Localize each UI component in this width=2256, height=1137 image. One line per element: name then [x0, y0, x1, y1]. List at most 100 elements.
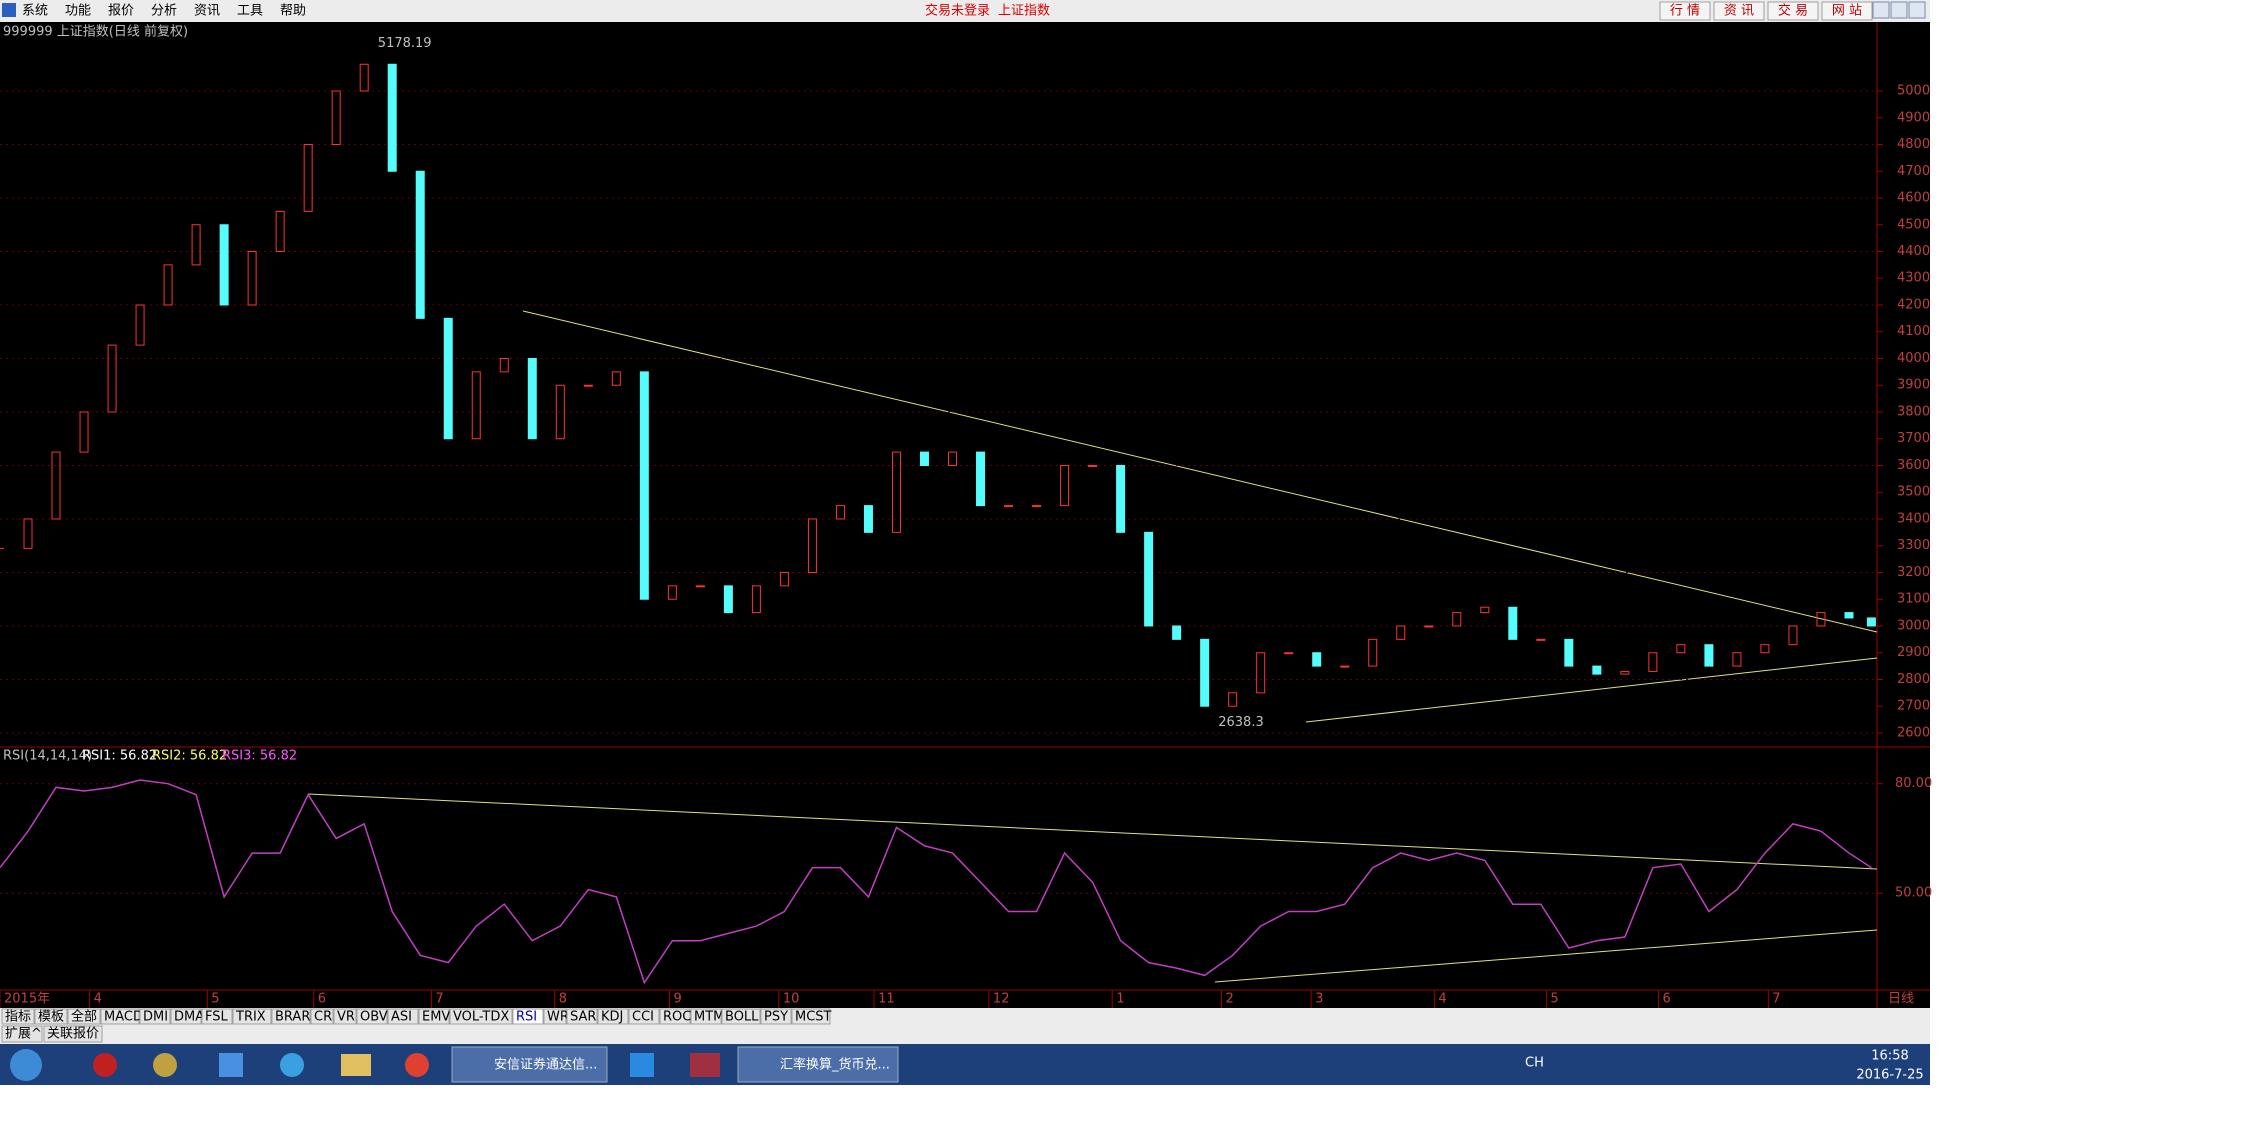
indicator-tab[interactable] [387, 1008, 419, 1025]
indicator-tab-label[interactable]: SAR [570, 1010, 596, 1025]
candle [835, 505, 845, 520]
close-button[interactable] [1908, 1, 1926, 19]
bottom-tab[interactable] [1, 1025, 43, 1043]
chart-title: 999999 上证指数(日线 前复权) [3, 24, 188, 40]
indicator-tab-label[interactable]: FSL [205, 1010, 229, 1025]
indicator-tab[interactable] [628, 1008, 660, 1025]
y-tick-label: 3400 [1897, 511, 1930, 526]
x-tick-label: 11 [878, 992, 895, 1007]
indicator-tab[interactable] [232, 1008, 272, 1025]
candle [1060, 464, 1070, 507]
indicator-tab[interactable] [449, 1008, 513, 1025]
indicator-tab[interactable] [721, 1008, 761, 1025]
indicator-tab-label[interactable]: DMI [143, 1010, 168, 1025]
indicator-tab-label[interactable]: OBV [360, 1010, 388, 1025]
indicator-tab-label[interactable]: MTM [694, 1010, 724, 1025]
candle [779, 571, 789, 587]
indicator-tab-label[interactable]: BOLL [725, 1010, 759, 1025]
maximize-button[interactable] [1890, 1, 1908, 19]
taskbar-icon[interactable] [153, 1053, 177, 1077]
bottom-tab-label[interactable]: 关联报价 [47, 1027, 99, 1042]
menu-item[interactable]: 功能 [65, 4, 91, 19]
indicator-tab-label[interactable]: EMV [422, 1010, 450, 1025]
taskbar-icon[interactable] [93, 1053, 117, 1077]
indicator-tab-label[interactable]: CR [314, 1010, 332, 1025]
indicator-tab[interactable] [566, 1008, 598, 1025]
indicator-tab[interactable] [271, 1008, 311, 1025]
indicator-tab[interactable] [201, 1008, 233, 1025]
indicator-title: RSI(14,14,14) [3, 749, 92, 764]
menu-item[interactable]: 分析 [151, 4, 177, 19]
taskbar-icon[interactable] [280, 1053, 304, 1077]
candle [1144, 531, 1154, 627]
indicator-tab[interactable] [760, 1008, 792, 1025]
taskbar-icon[interactable] [630, 1053, 654, 1077]
price-annotation: 5178.19 [378, 36, 432, 51]
minimize-button[interactable] [1872, 1, 1890, 19]
candle [948, 451, 958, 466]
menu-item[interactable]: 资讯 [194, 4, 220, 19]
bottom-tab-label[interactable]: 扩展^ [5, 1027, 42, 1042]
indicator-tab[interactable] [67, 1008, 101, 1025]
indicator-tab-label[interactable]: VR [337, 1010, 355, 1025]
toolbar-button-label[interactable]: 资 讯 [1724, 4, 1754, 19]
candle [499, 357, 509, 373]
taskbar-window[interactable] [451, 1046, 608, 1083]
indicator-tab-label[interactable]: MCST [795, 1010, 832, 1025]
indicator-tab[interactable] [512, 1008, 544, 1025]
menu-item[interactable]: 报价 [108, 4, 134, 19]
toolbar-button[interactable] [1659, 1, 1711, 21]
indicator-tab-label[interactable]: 模板 [38, 1010, 64, 1025]
indicator-tab-label[interactable]: RSI [516, 1010, 537, 1025]
indicator-tab[interactable] [690, 1008, 722, 1025]
indicator-tab[interactable] [356, 1008, 388, 1025]
candle [1256, 652, 1266, 694]
toolbar-button-label[interactable]: 行 情 [1670, 4, 1700, 19]
indicator-tab-label[interactable]: 指标 [5, 1010, 31, 1025]
taskbar-icon[interactable] [690, 1053, 720, 1077]
indicator-tab-label[interactable]: MACD [104, 1010, 143, 1025]
taskbar-window-label[interactable]: 安信证券通达信... [494, 1057, 597, 1073]
taskbar-icon[interactable] [405, 1053, 429, 1077]
start-button[interactable] [10, 1049, 42, 1081]
indicator-tab-label[interactable]: VOL-TDX [453, 1010, 509, 1025]
indicator-tab[interactable] [791, 1008, 831, 1025]
indicator-tab-label[interactable]: ROC [663, 1010, 691, 1025]
taskbar-icon[interactable] [219, 1053, 243, 1077]
indicator-tab[interactable] [659, 1008, 691, 1025]
indicator-tab[interactable] [1, 1008, 35, 1025]
indicator-tab-label[interactable]: WR [547, 1010, 569, 1025]
indicator-tab-label[interactable]: KDJ [601, 1010, 623, 1025]
bottom-tab[interactable] [43, 1025, 103, 1043]
indicator-tab-label[interactable]: PSY [764, 1010, 788, 1025]
taskbar-window[interactable] [737, 1046, 899, 1083]
menu-item[interactable]: 系统 [22, 4, 48, 19]
indicator-tab-label[interactable]: 全部 [71, 1009, 97, 1025]
indicator-tab[interactable] [597, 1008, 629, 1025]
indicator-tab-label[interactable]: ASI [391, 1010, 412, 1025]
indicator-tab[interactable] [543, 1008, 567, 1025]
trend-line [522, 310, 1878, 633]
toolbar-button[interactable] [1767, 1, 1819, 21]
taskbar-icon[interactable] [341, 1054, 371, 1076]
indicator-tab[interactable] [139, 1008, 171, 1025]
menu-item[interactable]: 帮助 [280, 4, 306, 19]
toolbar-button[interactable] [1821, 1, 1873, 21]
toolbar-button-label[interactable]: 网 站 [1832, 4, 1862, 19]
indicator-tab[interactable] [310, 1008, 334, 1025]
indicator-tab[interactable] [100, 1008, 140, 1025]
toolbar-button[interactable] [1713, 1, 1765, 21]
y-tick-label: 3100 [1897, 592, 1930, 607]
menu-item[interactable]: 工具 [237, 4, 263, 19]
indicator-tab[interactable] [333, 1008, 357, 1025]
indicator-tab-label[interactable]: TRIX [235, 1010, 266, 1025]
taskbar-window-label[interactable]: 汇率换算_货币兑... [780, 1057, 890, 1073]
indicator-tab-label[interactable]: BRAR [275, 1010, 310, 1025]
indicator-tab-label[interactable]: CCI [632, 1010, 654, 1025]
indicator-tab[interactable] [418, 1008, 450, 1025]
indicator-tab-label[interactable]: DMA [174, 1010, 204, 1025]
indicator-tab[interactable] [170, 1008, 202, 1025]
indicator-tab[interactable] [34, 1008, 68, 1025]
toolbar-button-label[interactable]: 交 易 [1778, 3, 1808, 19]
y-tick-label: 4600 [1897, 191, 1930, 206]
